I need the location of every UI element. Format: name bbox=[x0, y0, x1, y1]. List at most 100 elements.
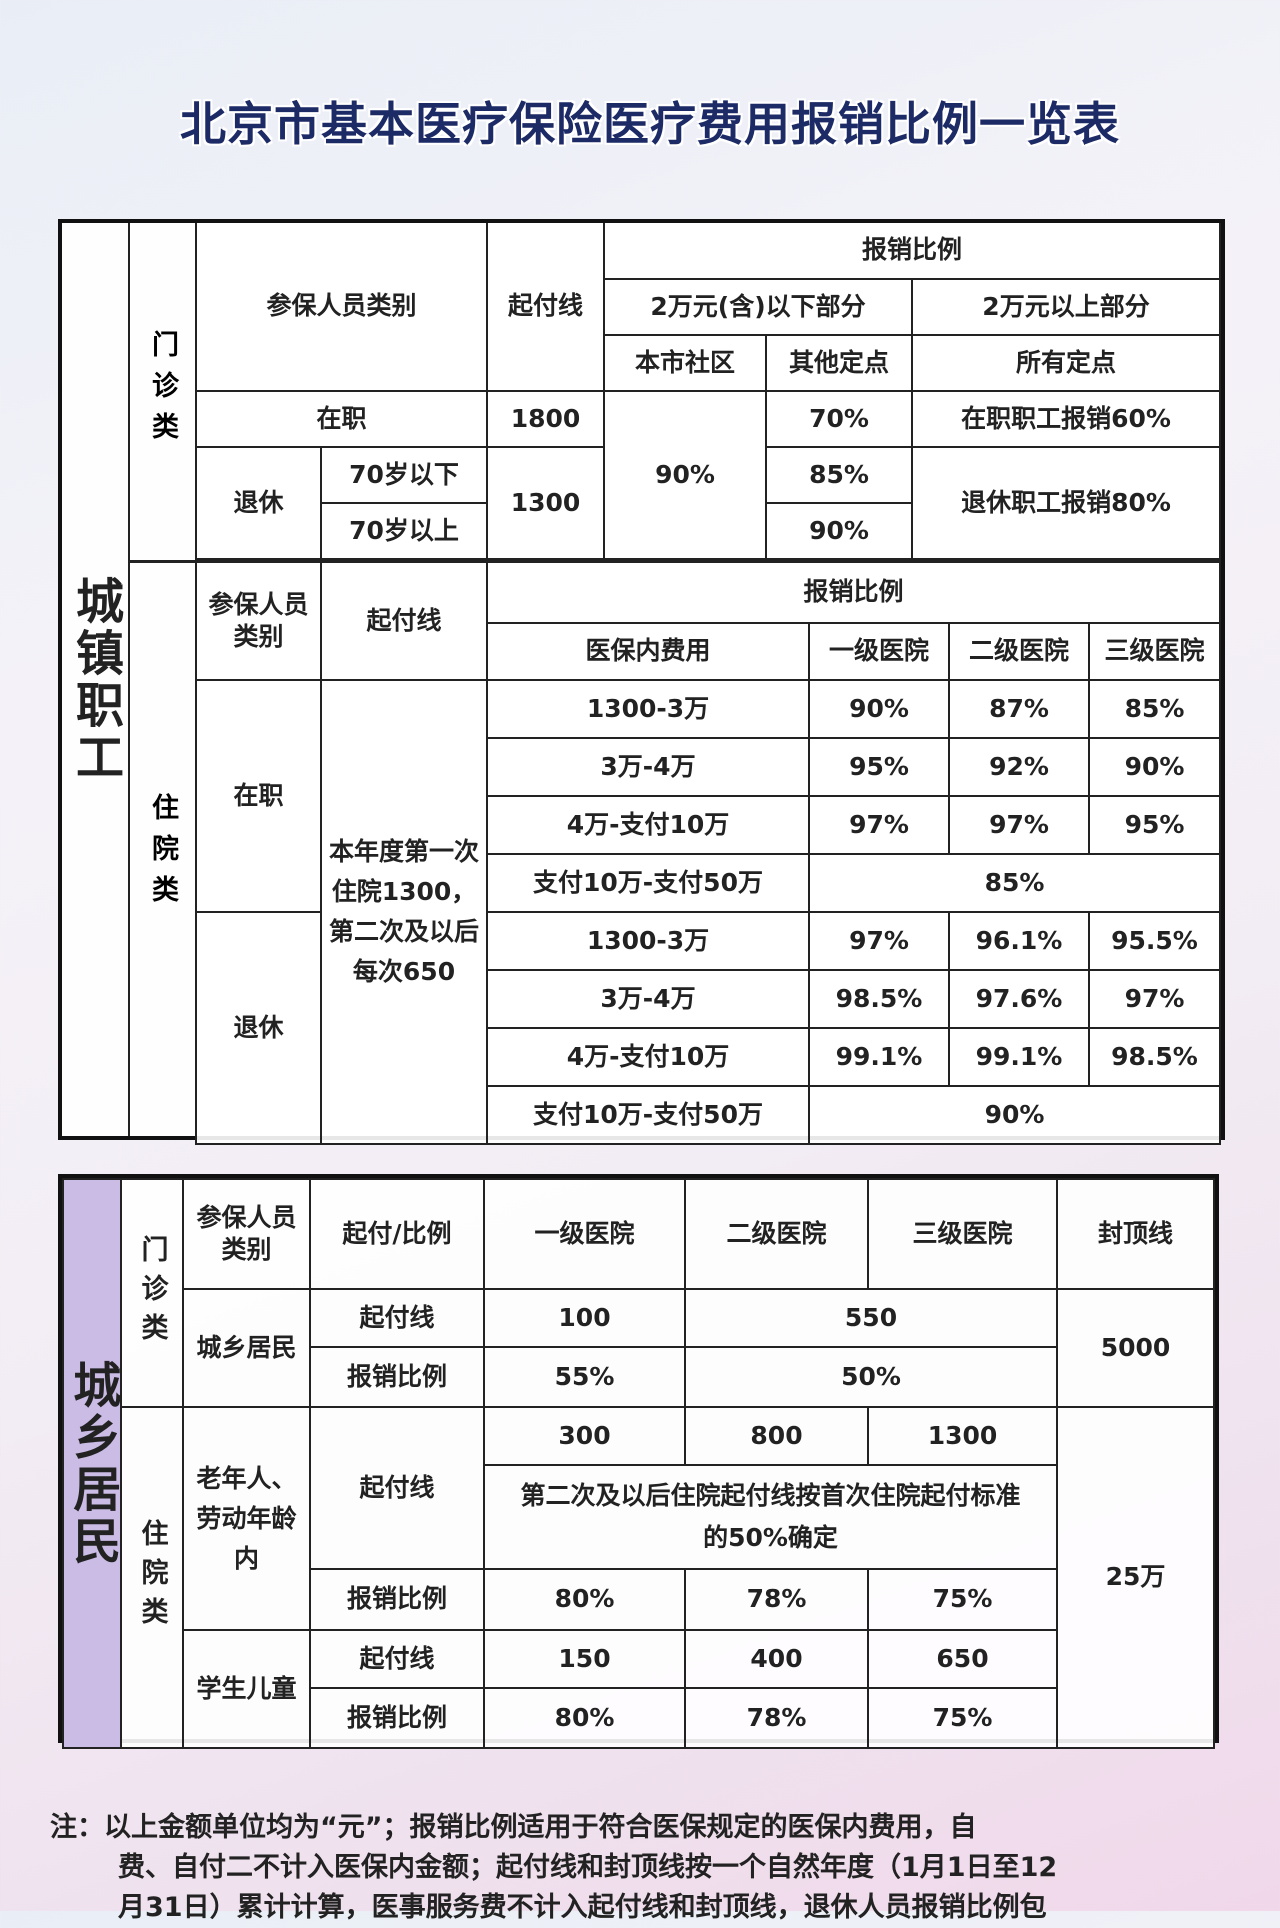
header-ratio: 报销比例 bbox=[487, 563, 1221, 624]
cell: 95% bbox=[809, 738, 950, 797]
header-above: 2万元以上部分 bbox=[912, 279, 1221, 336]
urban-workers-table: 城镇职工 门诊类 参保人员类别 起付线 报销比例 2万元(含)以下部分 2万元以上部分… bbox=[58, 219, 1225, 1145]
cell: 第二次及以后住院起付线按首次住院起付标准的50%确定 bbox=[483, 1464, 1058, 1570]
header-level3: 三级医院 bbox=[867, 1178, 1058, 1290]
header-community: 本市社区 bbox=[604, 335, 767, 392]
cell: 96.1% bbox=[949, 912, 1090, 971]
cell: 报销比例 bbox=[309, 1568, 485, 1631]
cell: 55% bbox=[483, 1346, 686, 1408]
cell: 97% bbox=[949, 796, 1090, 855]
cell: 99.1% bbox=[809, 1028, 950, 1087]
cell: 90% bbox=[809, 1086, 1221, 1145]
footnote-line: 月31日）累计计算，医事服务费不计入起付线和封顶线，退休人员报销比例包 bbox=[118, 1892, 1047, 1923]
cell: 85% bbox=[809, 854, 1221, 913]
cell: 90% bbox=[604, 391, 767, 560]
cell: 70% bbox=[766, 391, 913, 448]
cell: 1300-3万 bbox=[487, 912, 810, 971]
cell: 报销比例 bbox=[309, 1687, 485, 1749]
header-other: 其他定点 bbox=[766, 335, 913, 392]
cell: 1800 bbox=[487, 391, 605, 448]
cell: 95% bbox=[1089, 796, 1221, 855]
urban-rural-grid: 城乡居民 门诊类 参保人员类别 起付/比例 一级医院 二级医院 三级医院 封顶线 城乡居民 起付… bbox=[62, 1178, 1215, 1749]
cell: 100 bbox=[483, 1288, 686, 1348]
cell: 85% bbox=[1089, 680, 1221, 739]
header-level1: 一级医院 bbox=[809, 623, 950, 681]
urban-workers-label: 城镇职工 bbox=[62, 223, 130, 1136]
cell: 99.1% bbox=[949, 1028, 1090, 1087]
cell: 5000 bbox=[1056, 1288, 1215, 1408]
cell: 75% bbox=[867, 1687, 1058, 1749]
cell: 起付线 bbox=[309, 1629, 485, 1689]
cell: 老年人、劳动年龄内 bbox=[182, 1406, 311, 1631]
cell: 报销比例 bbox=[309, 1346, 485, 1408]
inpatient-label: 住院类 bbox=[120, 1406, 184, 1749]
cell: 95.5% bbox=[1089, 912, 1221, 971]
outpatient-label: 门诊类 bbox=[130, 223, 197, 560]
cell: 支付10万-支付50万 bbox=[487, 854, 810, 913]
cell: 90% bbox=[766, 503, 913, 560]
cell: 3万-4万 bbox=[487, 970, 810, 1029]
cell: 98.5% bbox=[1089, 1028, 1221, 1087]
cell: 在职 bbox=[197, 680, 322, 913]
cell: 70岁以上 bbox=[321, 503, 488, 560]
footnote-line: 注：以上金额单位均为“元”；报销比例适用于符合医保规定的医保内费用，自 bbox=[50, 1812, 977, 1843]
header-category: 参保人员类别 bbox=[197, 223, 488, 392]
cell: 在职 bbox=[197, 391, 488, 448]
cell: 85% bbox=[766, 447, 913, 504]
cell: 92% bbox=[949, 738, 1090, 797]
cell: 支付10万-支付50万 bbox=[487, 1086, 810, 1145]
cell: 97.6% bbox=[949, 970, 1090, 1029]
cell: 退休 bbox=[197, 912, 322, 1145]
cell: 90% bbox=[809, 680, 950, 739]
header-level2: 二级医院 bbox=[684, 1178, 869, 1290]
outpatient-table: 参保人员类别 起付线 报销比例 2万元(含)以下部分 2万元以上部分 本市社区 其他定点… bbox=[197, 223, 1221, 560]
cell: 4万-支付10万 bbox=[487, 796, 810, 855]
header-level2: 二级医院 bbox=[949, 623, 1090, 681]
header-cap: 封顶线 bbox=[1056, 1178, 1215, 1290]
header-below: 2万元(含)以下部分 bbox=[604, 279, 913, 336]
header-cost: 医保内费用 bbox=[487, 623, 810, 681]
cell: 3万-4万 bbox=[487, 738, 810, 797]
outpatient-label: 门诊类 bbox=[120, 1178, 184, 1408]
inpatient-label: 住院类 bbox=[130, 563, 197, 1145]
inpatient-section: 住院类 参保人员类别 起付线 报销比例 医保内费用 一级医院 二级医院 三级医院 在职 本年… bbox=[130, 563, 1221, 1145]
cell: 在职职工报销60% bbox=[912, 391, 1221, 448]
cell: 78% bbox=[684, 1687, 869, 1749]
footnote: 注：以上金额单位均为“元”；报销比例适用于符合医保规定的医保内费用，自 费、自付… bbox=[50, 1808, 1240, 1928]
header-category: 参保人员类别 bbox=[197, 563, 322, 681]
cell: 800 bbox=[684, 1406, 869, 1466]
cell: 70岁以下 bbox=[321, 447, 488, 504]
header-all: 所有定点 bbox=[912, 335, 1221, 392]
header-level3: 三级医院 bbox=[1089, 623, 1221, 681]
cell: 75% bbox=[867, 1568, 1058, 1631]
cell: 97% bbox=[1089, 970, 1221, 1029]
cell: 150 bbox=[483, 1629, 686, 1689]
header-deductible: 起付线 bbox=[487, 223, 605, 392]
cell: 87% bbox=[949, 680, 1090, 739]
cell: 起付线 bbox=[309, 1288, 485, 1348]
cell: 550 bbox=[684, 1288, 1058, 1348]
cell: 650 bbox=[867, 1629, 1058, 1689]
cell: 起付线 bbox=[309, 1406, 485, 1570]
cell: 4万-支付10万 bbox=[487, 1028, 810, 1087]
cell: 城乡居民 bbox=[182, 1288, 311, 1408]
cell: 400 bbox=[684, 1629, 869, 1689]
cell: 80% bbox=[483, 1568, 686, 1631]
cell: 本年度第一次住院1300，第二次及以后每次650 bbox=[321, 680, 488, 1145]
footnote-line: 费、自付二不计入医保内金额；起付线和封顶线按一个自然年度（1月1日至12 bbox=[118, 1852, 1058, 1883]
cell: 学生儿童 bbox=[182, 1629, 311, 1749]
urban-rural-label: 城乡居民 bbox=[62, 1178, 122, 1749]
urban-rural-table: 城乡居民 门诊类 参保人员类别 起付/比例 一级医院 二级医院 三级医院 封顶线 城乡居民 起付… bbox=[58, 1174, 1219, 1749]
cell: 50% bbox=[684, 1346, 1058, 1408]
cell: 80% bbox=[483, 1687, 686, 1749]
header-deductible: 起付线 bbox=[321, 563, 488, 681]
header-ratio: 报销比例 bbox=[604, 223, 1221, 280]
outpatient-section: 门诊类 参保人员类别 起付线 报销比例 2万元(含)以下部分 2万元以上部分 本市社区… bbox=[130, 223, 1221, 563]
cell: 98.5% bbox=[809, 970, 950, 1029]
cell: 1300 bbox=[867, 1406, 1058, 1466]
header-type: 起付/比例 bbox=[309, 1178, 485, 1290]
cell: 1300-3万 bbox=[487, 680, 810, 739]
cell: 78% bbox=[684, 1568, 869, 1631]
cell: 97% bbox=[809, 796, 950, 855]
inpatient-table: 参保人员类别 起付线 报销比例 医保内费用 一级医院 二级医院 三级医院 在职 本年度第一次… bbox=[197, 563, 1221, 1145]
